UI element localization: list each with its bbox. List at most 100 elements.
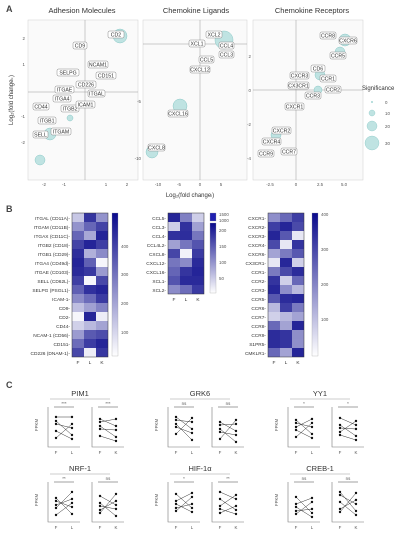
paired-line xyxy=(175,496,193,512)
heatmap-col-label: L xyxy=(89,360,92,366)
sig-label: ns xyxy=(346,476,351,481)
paired-point xyxy=(338,500,342,504)
paired-plot-ylabel: FPKM xyxy=(154,419,159,432)
paired-point xyxy=(234,418,238,422)
gene-label: XCL2 xyxy=(208,32,221,38)
heatmap-row-label: CXCL8- xyxy=(149,252,166,258)
paired-line xyxy=(175,503,193,513)
paired-point xyxy=(70,497,74,501)
paired-line xyxy=(295,419,313,435)
colorbar-tick: 200 xyxy=(219,228,227,233)
heatmap-cell xyxy=(72,276,84,285)
paired-point xyxy=(310,511,314,515)
heatmap-cell xyxy=(268,267,280,276)
colorbar-tick: 300 xyxy=(121,272,129,277)
heatmap-cell xyxy=(280,249,292,258)
paired-xlabel: L xyxy=(71,450,74,455)
paired-point xyxy=(354,423,358,427)
heatmap-cell xyxy=(268,312,280,321)
paired-line xyxy=(175,493,193,509)
heatmap-border xyxy=(167,212,205,295)
paired-point xyxy=(190,438,194,442)
colorbar-tick: 400 xyxy=(121,244,129,249)
gene-label: SELPG xyxy=(59,70,76,76)
heatmap-row-label: CMKLR1- xyxy=(245,351,266,357)
heatmap-row-label: ICAM-1- xyxy=(52,297,70,303)
paired-line xyxy=(219,498,237,511)
paired-point xyxy=(70,501,74,505)
paired-plot-title: YY1 xyxy=(313,389,327,398)
paired-line xyxy=(219,494,237,507)
heatmap-row-label: CXCR2- xyxy=(248,225,266,231)
paired-plot-axis xyxy=(47,482,80,523)
paired-line xyxy=(55,423,73,439)
heatmap-row-label: CCR1- xyxy=(251,270,266,276)
gene-label: ITGAM xyxy=(53,129,69,135)
paired-line xyxy=(219,423,237,426)
heatmap-cell xyxy=(84,267,96,276)
heatmap-cell xyxy=(280,339,292,348)
paired-point xyxy=(54,506,58,510)
paired-plot-axis xyxy=(167,407,200,448)
heatmap-cell xyxy=(72,267,84,276)
heatmap-cell xyxy=(280,231,292,240)
paired-xlabel: F xyxy=(175,450,178,455)
paired-point xyxy=(114,417,118,421)
heatmap-cell xyxy=(292,348,304,357)
heatmap-row-label: CXCR4- xyxy=(248,243,266,249)
heatmap-row-label: CXCL16- xyxy=(146,270,166,276)
title-receptors: Chemokine Receptors xyxy=(275,6,349,15)
heatmap-row-label: CCL3- xyxy=(152,225,166,231)
paired-point xyxy=(338,426,342,430)
paired-point xyxy=(234,493,238,497)
paired-xlabel: K xyxy=(235,450,238,455)
paired-line xyxy=(55,430,73,440)
title-adhesion: Adhesion Molecules xyxy=(48,6,115,15)
colorbar-tick: 200 xyxy=(121,301,129,306)
paired-point xyxy=(354,513,358,517)
paired-line xyxy=(175,503,193,509)
ligands-labels: XCL2 XCL1 CCL4 CCL3 CCL5 CXCL12 CXCL16 C… xyxy=(147,30,235,151)
sig-label: * xyxy=(303,401,305,406)
heatmap-cell xyxy=(292,231,304,240)
heatmap-cell xyxy=(280,213,292,222)
paired-xlabel: L xyxy=(311,525,314,530)
paired-point xyxy=(338,416,342,420)
heatmap-cell xyxy=(72,348,84,357)
heatmap-cell xyxy=(84,330,96,339)
heatmap-cell xyxy=(292,321,304,330)
paired-xlabel: L xyxy=(191,525,194,530)
paired-line xyxy=(99,428,117,431)
paired-xlabel: K xyxy=(235,525,238,530)
paired-point xyxy=(114,499,118,503)
paired-point xyxy=(190,510,194,514)
paired-point xyxy=(338,423,342,427)
paired-point xyxy=(98,427,102,431)
paired-plot-title: NRF-1 xyxy=(69,464,91,473)
heatmap-cell xyxy=(268,249,280,258)
heatmap-cell xyxy=(268,321,280,330)
paired-point xyxy=(174,509,178,513)
paired-point xyxy=(114,428,118,432)
heatmap-cell xyxy=(180,258,192,267)
paired-point xyxy=(338,493,342,497)
heatmap-row-label: CCL4L2- xyxy=(147,243,167,249)
paired-line xyxy=(339,491,357,512)
gene-label: CCR5 xyxy=(331,53,345,59)
paired-xlabel: K xyxy=(115,525,118,530)
heatmap-cell xyxy=(84,276,96,285)
paired-line xyxy=(55,420,73,436)
heatmap-cell xyxy=(84,249,96,258)
adhesion-xtick: 2 xyxy=(126,182,129,187)
heatmap-ligands: CCL5- CCL3- CCL4- CCL4L2- CXCL8- CXCL12- CXCL1… xyxy=(146,212,205,303)
paired-point xyxy=(234,429,238,433)
gene-label: XCL1 xyxy=(191,41,204,47)
heatmap-cell xyxy=(84,231,96,240)
paired-point xyxy=(218,423,222,427)
heatmap-row-label: CXCR1- xyxy=(248,216,266,222)
heatmap-row-label: CD44- xyxy=(56,324,70,330)
colorbar-tick: 100 xyxy=(321,317,329,322)
paired-xlabel: F xyxy=(55,450,58,455)
gene-label: CCR7 xyxy=(282,149,296,155)
